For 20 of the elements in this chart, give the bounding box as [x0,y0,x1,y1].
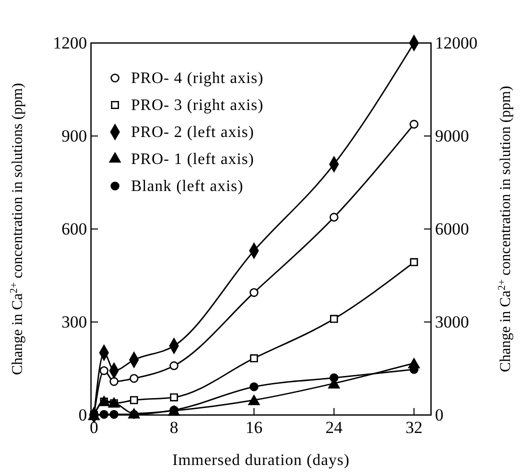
y-tick-label: 600 [62,219,87,238]
legend-label: PRO- 2 (left axis) [131,124,254,141]
y2-tick-label: 9000 [435,126,469,146]
legend-label: Blank (left axis) [131,178,244,195]
y2-tick-label: 6000 [435,219,469,238]
legend-label: PRO- 1 (left axis) [131,151,254,168]
x-tick-label: 24 [326,418,343,438]
y-tick-label: 300 [62,312,87,332]
y2-tick-label: 12000 [435,33,478,52]
y-tick-label: 0 [78,405,87,424]
x-tick-label: 8 [170,418,178,438]
y-tick-label: 1200 [53,33,87,52]
x-tick-label: 32 [406,418,422,438]
legend-label: PRO- 3 (right axis) [131,97,264,114]
x-tick-label: 16 [246,418,262,438]
legend-label: PRO- 4 (right axis) [131,70,264,87]
y-tick-label: 900 [62,126,87,146]
x-axis-title: Immersed duration (days) [172,452,350,469]
y2-tick-label: 3000 [435,312,469,332]
y2-tick-label: 0 [435,405,444,424]
